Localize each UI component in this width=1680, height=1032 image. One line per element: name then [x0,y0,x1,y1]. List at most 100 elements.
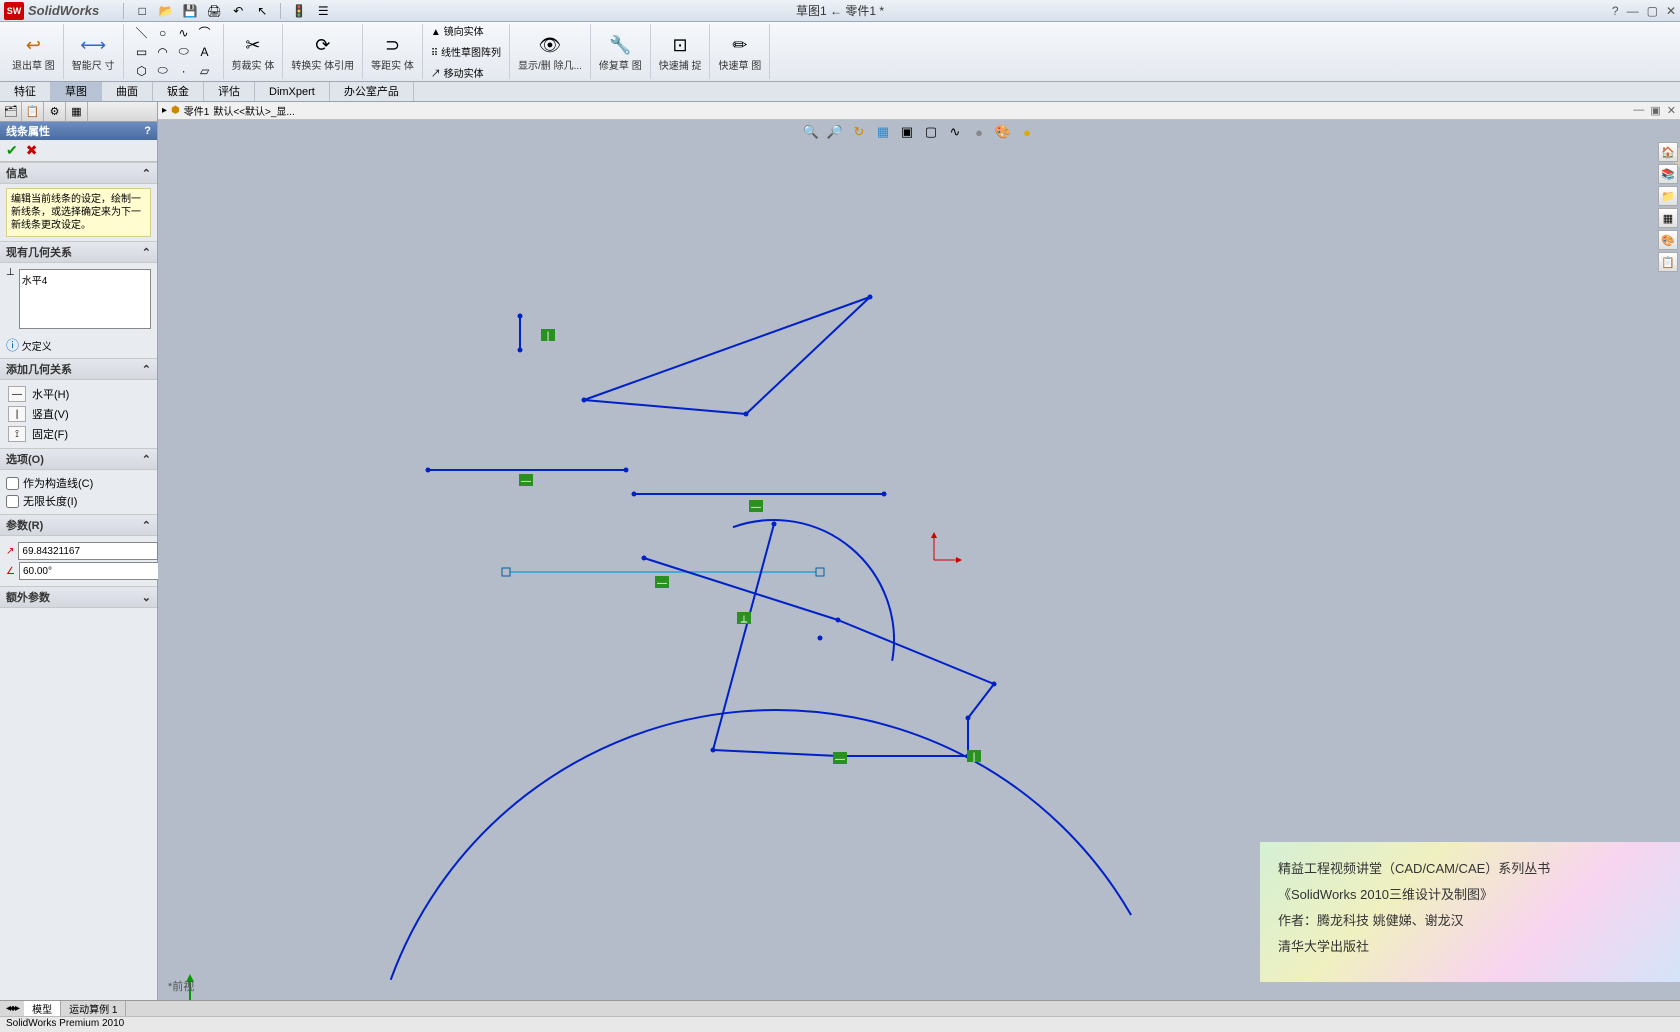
zoom-area-icon[interactable]: 🔎 [824,122,846,142]
help-icon[interactable]: ? [1612,4,1619,18]
breadcrumb-arrow-icon[interactable]: ▸ [162,105,167,116]
horizontal-relation-button[interactable]: —水平(H) [6,384,151,404]
doc-close-icon[interactable]: ✕ [1667,104,1676,117]
design-library-icon[interactable]: 📚 [1658,164,1678,184]
select-button[interactable]: ↖ [252,2,272,20]
tab-曲面[interactable]: 曲面 [102,82,153,101]
new-button[interactable]: □ [132,2,152,20]
zoom-fit-icon[interactable]: 🔍 [800,122,822,142]
save-button[interactable]: 💾 [180,2,200,20]
angle-icon: ∠ [6,566,15,577]
fillet-tool[interactable]: ⌒ [195,24,215,42]
existing-relations-list[interactable]: 水平4 [19,269,151,329]
rect-tool[interactable]: ▭ [132,43,152,61]
fix-relation-button[interactable]: ⟟固定(F) [6,424,151,444]
tab-评估[interactable]: 评估 [204,82,255,101]
display-tab[interactable]: ▦ [66,102,88,121]
open-button[interactable]: 📂 [156,2,176,20]
rotate-view-icon[interactable]: ↻ [848,122,870,142]
smart-dimension-button[interactable]: ⟷ 智能尺 寸 [64,24,124,79]
pattern-button[interactable]: ⠿ 线性草图阵列 [431,44,501,59]
snap-button[interactable]: ⊡ 快速捕 捉 [651,24,711,79]
trim-button[interactable]: ✂ 剪裁实 体 [224,24,284,79]
ellipse-tool[interactable]: ⬭ [174,43,194,61]
svg-text:⟂: ⟂ [741,614,748,625]
rapid-sketch-button[interactable]: ✏ 快速草 图 [710,24,770,79]
circle-tool[interactable]: ○ [153,24,173,42]
panel-help-icon[interactable]: ? [144,125,151,137]
rebuild-button[interactable]: 🚦 [289,2,309,20]
plane-tool[interactable]: ▱ [195,62,215,80]
text-tool[interactable]: A [195,43,215,61]
breadcrumb-sketch[interactable]: 默认<<默认>_显... [213,103,294,118]
exit-sketch-button[interactable]: ↩ 退出草 图 [4,24,64,79]
line-tool[interactable]: ＼ [132,24,152,42]
length-input[interactable] [18,542,158,560]
resources-icon[interactable]: 🏠 [1658,142,1678,162]
info-message: 编辑当前线条的设定，绘制一新线条，或选择确定来为下一新线条更改设定。 [6,188,151,237]
motion-tab[interactable]: 运动算例 1 [61,1001,126,1016]
cancel-button[interactable]: ✖ [26,142,38,159]
angle-input[interactable] [19,562,159,580]
custom-props-icon[interactable]: 📋 [1658,252,1678,272]
scene-icon[interactable]: ● [968,122,990,142]
length-icon: ↗ [6,546,14,557]
app-logo: SW [4,2,24,20]
appearances-icon[interactable]: 🎨 [992,122,1014,142]
display-style-icon[interactable]: ▢ [920,122,942,142]
construction-checkbox[interactable]: 作为构造线(C) [6,474,151,492]
svg-text:|: | [973,752,976,763]
property-tab[interactable]: 📋 [22,102,44,121]
watermark: 精益工程视频讲堂（CAD/CAM/CAE）系列丛书 《SolidWorks 20… [1260,842,1680,982]
svg-text:—: — [521,476,531,487]
close-icon[interactable]: ✕ [1666,4,1676,18]
point-tool[interactable]: · [174,62,194,80]
repair-button[interactable]: 🔧 修复草 图 [591,24,651,79]
model-tab[interactable]: 模型 [24,1001,61,1016]
options-header[interactable]: 选项(O)⌃ [0,448,157,470]
options-button[interactable]: ☰ [313,2,333,20]
polygon-tool[interactable]: ⬡ [132,62,152,80]
slot-tool[interactable]: ⬭ [153,62,173,80]
display-button[interactable]: 👁 显示/删 除几... [510,24,591,79]
undo-button[interactable]: ↶ [228,2,248,20]
breadcrumb-part[interactable]: 零件1 [184,103,210,118]
maximize-icon[interactable]: ▢ [1647,4,1658,18]
file-explorer-icon[interactable]: 📁 [1658,186,1678,206]
appearances-pane-icon[interactable]: 🎨 [1658,230,1678,250]
config-tab[interactable]: ⚙ [44,102,66,121]
doc-restore-icon[interactable]: ▣ [1650,104,1660,117]
tab-办公室产品[interactable]: 办公室产品 [330,82,414,101]
move-button[interactable]: ↗ 移动实体 [431,65,484,80]
add-relations-header[interactable]: 添加几何关系⌃ [0,358,157,380]
parameters-header[interactable]: 参数(R)⌃ [0,514,157,536]
section-view-icon[interactable]: ▦ [872,122,894,142]
feature-tree-tab[interactable]: 🗂 [0,102,22,121]
tab-DimXpert[interactable]: DimXpert [255,82,330,101]
view-orientation-icon[interactable]: ▣ [896,122,918,142]
extra-params-header[interactable]: 额外参数⌄ [0,586,157,608]
hide-show-icon[interactable]: ∿ [944,122,966,142]
doc-minimize-icon[interactable]: — [1633,104,1644,117]
tab-特征[interactable]: 特征 [0,82,51,101]
offset-button[interactable]: ⊃ 等距实 体 [363,24,423,79]
command-tabs: 特征草图曲面钣金评估DimXpert办公室产品 [0,82,1680,102]
tab-草图[interactable]: 草图 [51,82,102,101]
ok-button[interactable]: ✔ [6,142,18,159]
render-icon[interactable]: ● [1016,122,1038,142]
view-palette-icon[interactable]: ▦ [1658,208,1678,228]
print-button[interactable]: 🖨 [204,2,224,20]
minimize-icon[interactable]: — [1627,4,1639,18]
spline-tool[interactable]: ∿ [174,24,194,42]
arc-tool[interactable]: ◠ [153,43,173,61]
vertical-relation-button[interactable]: |竖直(V) [6,404,151,424]
info-header[interactable]: 信息⌃ [0,162,157,184]
tab-nav-icons[interactable]: ◂◂▸▸ [0,1003,24,1014]
existing-relations-header[interactable]: 现有几何关系⌃ [0,241,157,263]
sketch-tools-grid: ＼ ○ ∿ ⌒ ▭ ◠ ⬭ A ⬡ ⬭ · ▱ [124,24,224,79]
tab-钣金[interactable]: 钣金 [153,82,204,101]
mirror-button[interactable]: ▲ 镜向实体 [431,23,484,38]
infinite-checkbox[interactable]: 无限长度(I) [6,492,151,510]
convert-button[interactable]: ⟳ 转换实 体引用 [283,24,363,79]
length-param: ↗ ▴▾ [6,542,151,560]
